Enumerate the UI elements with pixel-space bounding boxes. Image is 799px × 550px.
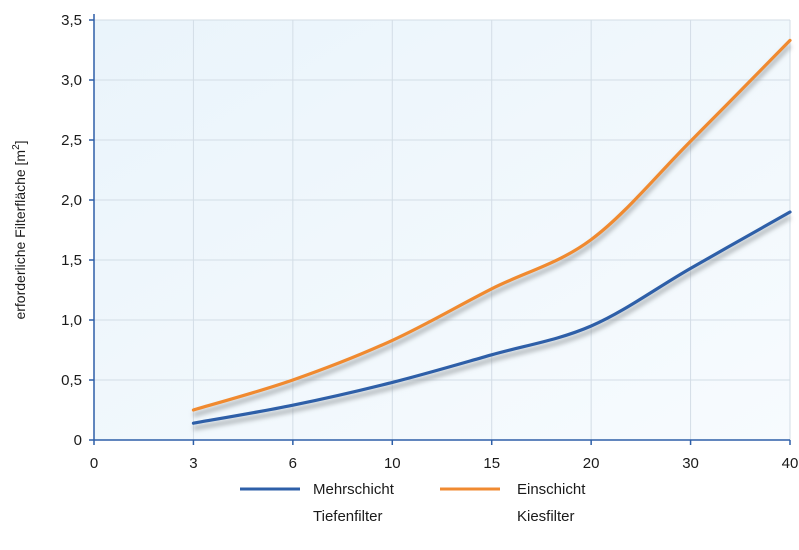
data-point bbox=[788, 39, 791, 42]
data-point bbox=[788, 210, 791, 213]
legend-label-mehrschicht-line2: Tiefenfilter bbox=[313, 508, 382, 525]
y-axis-title: erforderliche Filterfläche [m2] bbox=[11, 140, 28, 319]
data-point bbox=[590, 324, 593, 327]
legend-label-einschicht-line2: Kiesfilter bbox=[517, 508, 575, 525]
y-tick-label: 0,5 bbox=[61, 372, 82, 389]
data-point bbox=[391, 381, 394, 384]
y-tick-label: 1,0 bbox=[61, 312, 82, 329]
axes bbox=[93, 14, 790, 441]
x-tick-label: 6 bbox=[289, 455, 297, 472]
series-line-einschicht bbox=[191, 38, 792, 412]
y-axis-title-end: ] bbox=[12, 140, 28, 144]
y-tick-label: 1,5 bbox=[61, 252, 82, 269]
x-tick-label: 10 bbox=[384, 455, 401, 472]
y-axis-title-main: erforderliche Filterfläche [m bbox=[12, 150, 28, 320]
data-point bbox=[192, 408, 195, 411]
y-axis-title-superscript: 2 bbox=[11, 144, 22, 150]
x-tick-label: 30 bbox=[682, 455, 699, 472]
x-tick-label: 40 bbox=[782, 455, 799, 472]
data-point bbox=[391, 339, 394, 342]
x-axis-ticks: 0 3 6 10 15 20 30 40 bbox=[90, 440, 799, 472]
y-axis-ticks: 0 0,5 1,0 1,5 2,0 2,5 3,0 3,5 bbox=[61, 12, 94, 449]
series-shadow-einschicht bbox=[192, 43, 792, 418]
y-tick-label: 2,5 bbox=[61, 132, 82, 149]
series-mehrschicht bbox=[191, 210, 792, 431]
series-line-mehrschicht bbox=[191, 210, 792, 425]
x-tick-label: 20 bbox=[583, 455, 600, 472]
legend-label-einschicht-line1: Einschicht bbox=[517, 481, 586, 498]
y-tick-label: 3,0 bbox=[61, 72, 82, 89]
data-point bbox=[490, 287, 493, 290]
x-tick-label: 0 bbox=[90, 455, 98, 472]
data-point bbox=[689, 267, 692, 270]
series-layer bbox=[191, 38, 792, 431]
data-point bbox=[291, 404, 294, 407]
y-tick-label: 3,5 bbox=[61, 12, 82, 29]
x-tick-label: 15 bbox=[483, 455, 500, 472]
x-tick-label: 3 bbox=[189, 455, 197, 472]
data-point bbox=[490, 353, 493, 356]
series-shadow-mehrschicht bbox=[192, 214, 792, 431]
legend-label-mehrschicht-line1: Mehrschicht bbox=[313, 481, 395, 498]
data-point bbox=[590, 238, 593, 241]
legend-item-einschicht: Einschicht Kiesfilter bbox=[440, 481, 586, 525]
legend-item-mehrschicht: Mehrschicht Tiefenfilter bbox=[240, 481, 395, 525]
y-tick-label: 0 bbox=[74, 432, 82, 449]
grid bbox=[94, 19, 791, 440]
y-tick-label: 2,0 bbox=[61, 192, 82, 209]
plot-area bbox=[94, 20, 790, 440]
series-einschicht bbox=[191, 38, 792, 418]
data-point bbox=[291, 378, 294, 381]
data-point bbox=[689, 140, 692, 143]
legend: Mehrschicht Tiefenfilter Einschicht Kies… bbox=[240, 481, 586, 525]
data-point bbox=[192, 422, 195, 425]
